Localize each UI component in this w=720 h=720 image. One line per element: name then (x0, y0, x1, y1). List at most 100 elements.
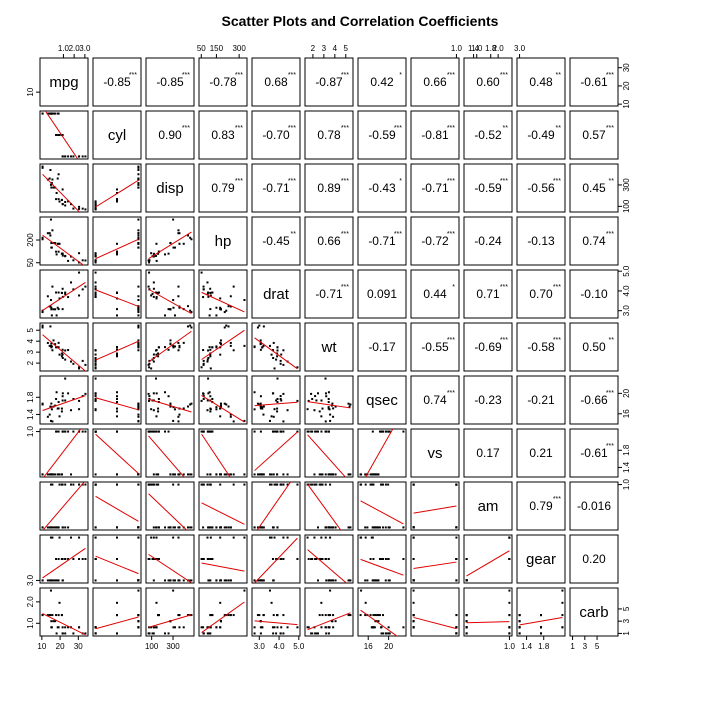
data-point (268, 483, 271, 486)
data-point (311, 558, 314, 560)
data-point (55, 391, 58, 394)
data-point (229, 614, 232, 617)
data-point (49, 419, 52, 422)
tick-label: 4.0 (273, 642, 285, 651)
data-point (348, 614, 351, 617)
data-point (116, 191, 118, 194)
data-point (116, 601, 118, 604)
data-point (332, 473, 335, 476)
data-point (262, 473, 265, 476)
significance-stars: *** (500, 284, 508, 291)
data-point (311, 483, 314, 486)
panel-hp-cyl (92, 216, 142, 266)
panel-box (39, 428, 89, 478)
panel-gear-drat (251, 534, 301, 584)
data-point (207, 579, 210, 582)
data-point (310, 392, 313, 395)
data-point (327, 473, 330, 476)
panel-box (198, 322, 248, 372)
data-point (50, 242, 53, 245)
data-point (164, 346, 167, 349)
data-point (315, 399, 318, 402)
data-point (41, 238, 44, 241)
chart-title: Scatter Plots and Correlation Coefficien… (222, 13, 499, 29)
data-point (208, 314, 211, 317)
data-point (137, 614, 140, 617)
data-point (148, 259, 151, 262)
data-point (173, 345, 176, 348)
data-point (378, 430, 381, 433)
tick-label: 10 (37, 642, 46, 651)
data-point (137, 234, 140, 237)
data-point (58, 242, 61, 245)
significance-stars: *** (341, 72, 349, 79)
panel-carb-mpg (39, 587, 89, 637)
data-point (169, 579, 172, 582)
data-point (116, 632, 118, 635)
data-point (276, 397, 279, 400)
data-point (64, 292, 67, 295)
data-point (318, 473, 321, 476)
data-point (382, 430, 385, 433)
data-point (94, 626, 97, 629)
data-point (60, 410, 63, 413)
data-point (70, 360, 73, 363)
tick-label: 1.8 (26, 391, 35, 403)
data-point (307, 626, 310, 629)
panel-wt-carb: 0.50 ** (569, 322, 619, 372)
data-point (64, 291, 67, 294)
data-point (56, 177, 59, 180)
correlation-value: 0.68 (264, 75, 288, 89)
data-point (325, 579, 328, 582)
data-point (94, 349, 97, 352)
data-point (94, 203, 97, 206)
panel-box (569, 216, 619, 266)
fit-line (42, 334, 86, 371)
data-point (382, 632, 385, 635)
data-point (57, 112, 60, 115)
panel-box (516, 534, 566, 584)
data-point (116, 314, 118, 317)
significance-stars: *** (606, 443, 614, 450)
data-point (94, 632, 97, 635)
data-point (157, 346, 160, 349)
data-point (155, 483, 158, 486)
data-point (219, 341, 222, 344)
data-point (208, 632, 211, 635)
data-point (182, 341, 185, 344)
data-point (177, 285, 180, 288)
data-point (177, 232, 180, 235)
significance-stars: ** (556, 125, 562, 132)
data-point (324, 526, 327, 529)
data-point (167, 526, 170, 529)
tick-label: 2.0 (493, 44, 505, 53)
data-point (219, 483, 222, 486)
data-point (376, 579, 379, 582)
data-point (57, 558, 60, 560)
panel-carb-hp (198, 587, 248, 637)
fit-line (95, 340, 139, 361)
data-point (52, 339, 55, 342)
panel-box (410, 216, 460, 266)
data-point (78, 536, 81, 539)
fit-line (254, 537, 298, 583)
data-point (209, 287, 212, 290)
data-point (137, 473, 140, 476)
significance-stars: *** (182, 125, 190, 132)
data-point (58, 200, 61, 203)
data-point (50, 182, 53, 185)
data-point (51, 483, 54, 486)
data-point (332, 526, 335, 529)
correlation-value: -0.43 (368, 181, 396, 195)
panel-gear-carb: 0.20 (569, 534, 619, 584)
data-point (372, 579, 375, 582)
tick-label: 5 (26, 327, 35, 332)
data-point (327, 526, 330, 529)
data-point (57, 173, 60, 176)
data-point (182, 626, 185, 629)
data-point (57, 198, 60, 201)
data-point (219, 536, 222, 539)
data-point (215, 626, 218, 629)
data-point (61, 348, 64, 351)
data-point (148, 271, 151, 274)
